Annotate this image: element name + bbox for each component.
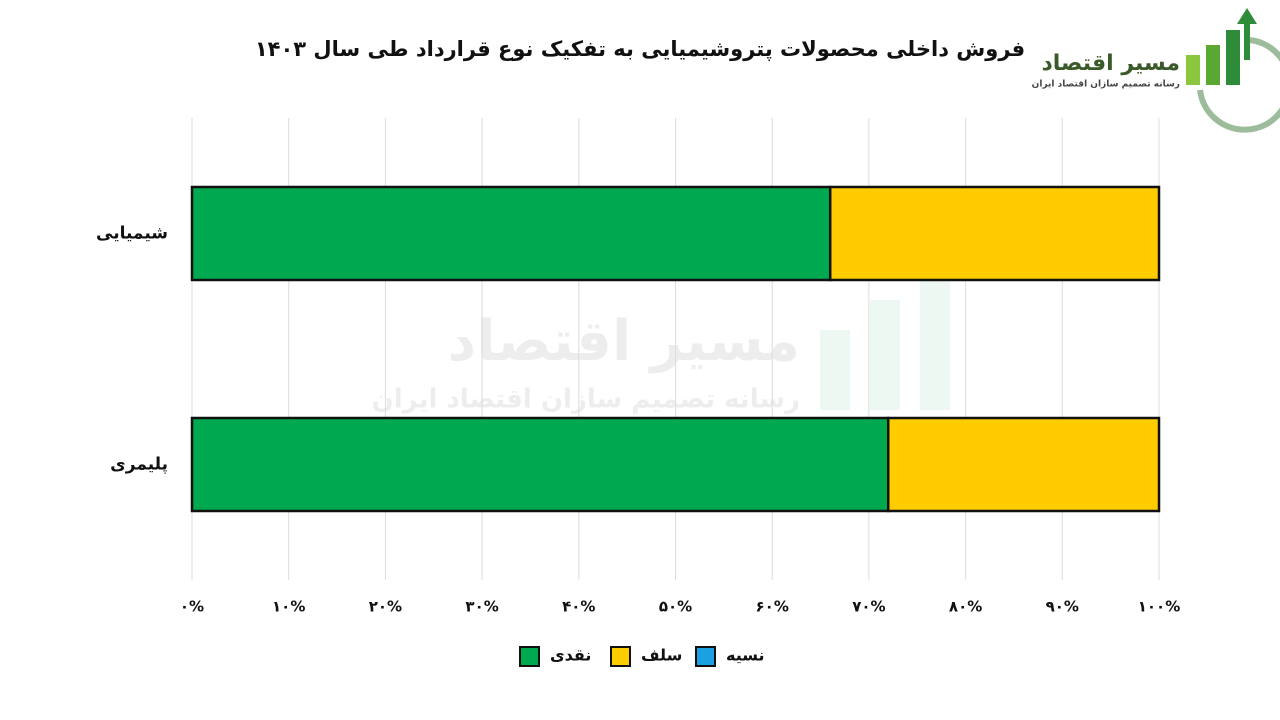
- watermark: مسیر اقتصاد رسانه تصمیم سازان اقتصاد ایر…: [372, 270, 950, 415]
- x-tick-label: ۸۰%: [949, 598, 982, 616]
- x-tick-label: ۰%: [180, 598, 204, 616]
- legend-swatch: [610, 646, 631, 667]
- x-tick-label: ۴۰%: [562, 598, 595, 616]
- bar-segment: [190, 185, 832, 282]
- legend-swatch: [695, 646, 716, 667]
- x-tick-label: ۱۰۰%: [1138, 598, 1181, 616]
- watermark-tagline: رسانه تصمیم سازان اقتصاد ایران: [372, 385, 800, 415]
- bar-segment: [828, 185, 1161, 282]
- chart-title: فروش داخلی محصولات پتروشیمیایی به تفکیک …: [255, 37, 1025, 61]
- legend-label: نسیه: [726, 646, 765, 665]
- logo-name: مسیر اقتصاد: [1042, 51, 1181, 76]
- y-tick-label: پلیمری: [110, 455, 168, 475]
- x-tick-label: ۲۰%: [369, 598, 402, 616]
- x-tick-label: ۷۰%: [852, 598, 885, 616]
- x-tick-label: ۳۰%: [465, 598, 498, 616]
- x-tick-label: ۶۰%: [756, 598, 789, 616]
- x-tick-label: ۵۰%: [659, 598, 692, 616]
- y-tick-label: شیمیایی: [96, 224, 168, 244]
- legend-swatch: [519, 646, 540, 667]
- x-tick-label: ۹۰%: [1046, 598, 1079, 616]
- legend-label: نقدی: [550, 646, 591, 665]
- logo-tagline: رسانه تصمیم سازان اقتصاد ایران: [1032, 80, 1180, 90]
- x-tick-label: ۱۰%: [272, 598, 305, 616]
- logo: مسیر اقتصاد رسانه تصمیم سازان اقتصاد ایر…: [1032, 8, 1280, 133]
- legend-label: سلف: [641, 646, 682, 665]
- watermark-name: مسیر اقتصاد: [447, 309, 800, 374]
- bar-segment: [190, 416, 890, 513]
- bar-segment: [886, 416, 1161, 513]
